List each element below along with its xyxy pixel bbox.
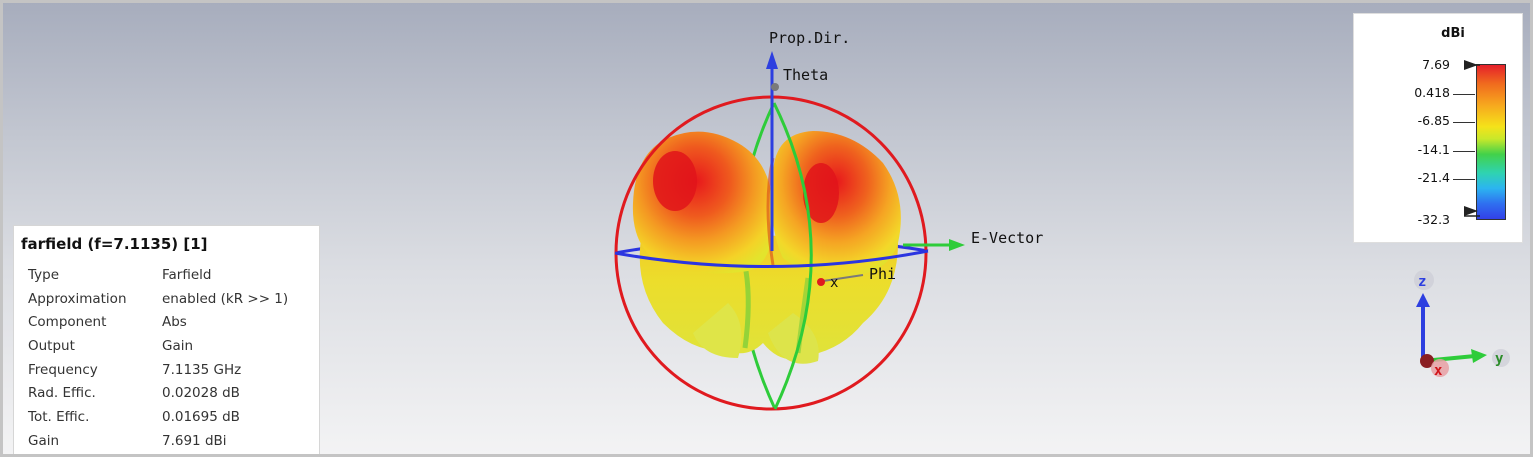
theta-label: Theta <box>783 66 828 84</box>
legend-tick-mark <box>1453 122 1475 123</box>
legend-tick-min: -32.3 <box>1417 212 1450 227</box>
legend-tick-max: 7.69 <box>1422 57 1450 72</box>
info-rows: Type Farfield Approximation enabled (kR … <box>28 263 288 453</box>
z-axis-label: z <box>1418 274 1426 290</box>
info-title: farfield (f=7.1135) [1] <box>21 235 208 253</box>
legend-color-bar <box>1476 64 1506 220</box>
legend-tick: -14.1 <box>1417 142 1450 157</box>
x-axis-knob <box>1431 359 1449 377</box>
info-value: 7.1135 GHz <box>162 361 242 378</box>
y-axis-arrowhead <box>1471 349 1487 363</box>
info-value: 0.01695 dB <box>162 408 240 425</box>
theta-marker <box>771 83 779 91</box>
radiation-pattern <box>632 131 901 364</box>
info-row-approximation: Approximation enabled (kR >> 1) <box>28 287 288 311</box>
info-value: Abs <box>162 314 187 331</box>
min-marker-icon[interactable] <box>1462 204 1482 218</box>
e-vector-arrowhead <box>949 239 965 251</box>
info-key: Frequency <box>28 361 98 378</box>
info-value: enabled (kR >> 1) <box>162 290 289 307</box>
origin-marker <box>817 278 825 286</box>
e-vector-label: E-Vector <box>971 229 1043 247</box>
legend-tick-mark <box>1453 179 1475 180</box>
prop-dir-arrowhead <box>766 51 778 69</box>
info-key: Type <box>28 266 60 283</box>
info-value: Farfield <box>162 266 212 283</box>
z-axis-arrowhead <box>1416 293 1430 307</box>
farfield-info-panel: farfield (f=7.1135) [1] Type Farfield Ap… <box>13 225 320 454</box>
info-row-gain: Gain 7.691 dBi <box>28 429 288 453</box>
info-value: Gain <box>162 337 194 354</box>
info-row-output: Output Gain <box>28 334 288 358</box>
color-scale-legend[interactable]: dBi 7.69 0.418 -6.85 -14.1 -21.4 -32.3 <box>1353 13 1523 243</box>
x-origin-label: x <box>830 275 838 291</box>
info-row-type: Type Farfield <box>28 263 288 287</box>
info-key: Gain <box>28 432 60 449</box>
orientation-triad[interactable]: z y x <box>1414 270 1510 379</box>
legend-tick-mark <box>1453 94 1475 95</box>
y-axis-knob <box>1492 349 1510 367</box>
phi-label: Phi <box>869 265 896 283</box>
info-key: Component <box>28 314 107 331</box>
info-value: 7.691 dBi <box>162 432 227 449</box>
x-axis-label: x <box>1434 363 1443 379</box>
legend-tick: -21.4 <box>1417 170 1450 185</box>
legend-unit: dBi <box>1441 26 1465 41</box>
max-marker-icon[interactable] <box>1462 58 1482 72</box>
y-axis-label: y <box>1495 351 1504 367</box>
x-axis-dot <box>1420 354 1434 368</box>
info-row-tot-effic: Tot. Effic. 0.01695 dB <box>28 405 288 429</box>
info-value: 0.02028 dB <box>162 385 240 402</box>
legend-tick-mark <box>1453 151 1475 152</box>
legend-tick: 0.418 <box>1414 85 1450 100</box>
info-row-component: Component Abs <box>28 310 288 334</box>
info-key: Output <box>28 337 75 354</box>
prop-dir-label: Prop.Dir. <box>769 29 850 47</box>
theta-meridian-front <box>772 102 813 410</box>
phi-direction <box>822 274 864 282</box>
phi-ring-front <box>614 249 929 268</box>
info-row-frequency: Frequency 7.1135 GHz <box>28 358 288 382</box>
legend-tick: -6.85 <box>1417 113 1450 128</box>
info-key: Tot. Effic. <box>28 408 90 425</box>
info-key: Rad. Effic. <box>28 385 96 402</box>
info-row-rad-effic: Rad. Effic. 0.02028 dB <box>28 381 288 405</box>
farfield-3d-scene[interactable]: Prop.Dir. Theta E-Vector Phi x z y x <box>3 3 1533 457</box>
info-key: Approximation <box>28 290 127 307</box>
z-axis-knob <box>1414 270 1434 290</box>
